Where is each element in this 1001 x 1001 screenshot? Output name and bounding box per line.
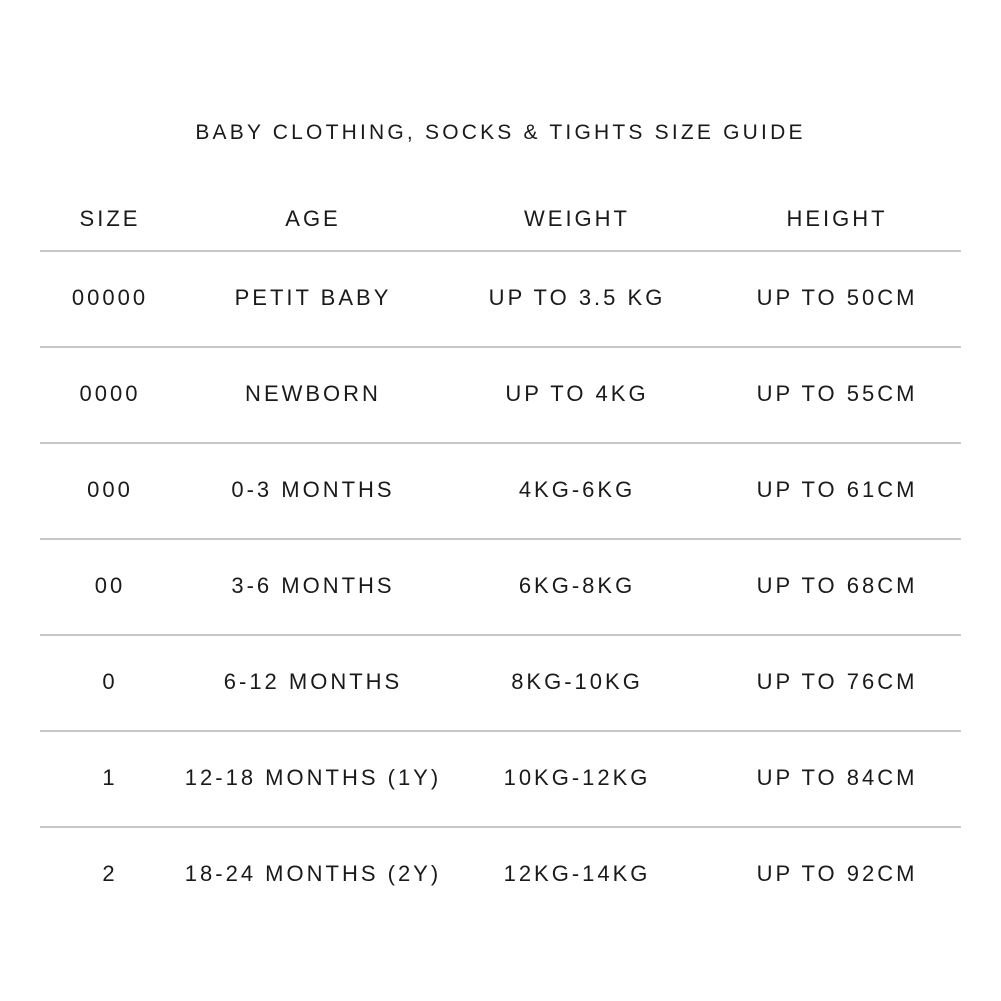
page-title: BABY CLOTHING, SOCKS & TIGHTS SIZE GUIDE [195,121,806,144]
table-cell: 00000 [71,285,149,310]
table-cell: 4KG-6KG [518,477,636,502]
table-cell: 12-18 MONTHS (1Y) [184,765,442,790]
table-row: 1 12-18 MONTHS (1Y) 10KG-12KG UP TO 84CM [40,758,961,798]
table-cell: 0000 [79,381,141,406]
table-cell: 12KG-14KG [503,861,651,886]
column-header: WEIGHT [524,206,630,231]
table-cell: UP TO 4KG [505,381,649,406]
table-row: 000 0-3 MONTHS 4KG-6KG UP TO 61CM [40,470,961,510]
table-cell: 10KG-12KG [503,765,651,790]
table-cell: 0-3 MONTHS [231,477,395,502]
row-divider [40,346,961,348]
table-cell: UP TO 92CM [756,861,918,886]
table-cell: 00 [94,573,126,598]
table-cell: 3-6 MONTHS [231,573,395,598]
column-header: SIZE [79,206,141,231]
table-cell: 0 [102,669,118,694]
table-cell: PETIT BABY [234,285,392,310]
table-cell: 6-12 MONTHS [223,669,403,694]
table-row: 2 18-24 MONTHS (2Y) 12KG-14KG UP TO 92CM [40,854,961,894]
table-cell: UP TO 61CM [756,477,918,502]
row-divider [40,730,961,732]
table-cell: 2 [102,861,118,886]
column-header: HEIGHT [786,206,888,231]
row-divider [40,442,961,444]
table-row: 0000 NEWBORN UP TO 4KG UP TO 55CM [40,374,961,414]
header-row: SIZE AGE WEIGHT HEIGHT [40,199,961,239]
table-cell: NEWBORN [245,381,381,406]
table-cell: UP TO 68CM [756,573,918,598]
table-row: 00 3-6 MONTHS 6KG-8KG UP TO 68CM [40,566,961,606]
table-cell: 8KG-10KG [511,669,643,694]
row-divider [40,250,961,252]
row-divider [40,538,961,540]
table-cell: UP TO 3.5 KG [488,285,666,310]
table-row: 00000 PETIT BABY UP TO 3.5 KG UP TO 50CM [40,278,961,318]
table-cell: 000 [87,477,133,502]
row-divider [40,634,961,636]
row-divider [40,826,961,828]
table-cell: 18-24 MONTHS (2Y) [184,861,442,886]
table-cell: 6KG-8KG [518,573,636,598]
table-row: 0 6-12 MONTHS 8KG-10KG UP TO 76CM [40,662,961,702]
table-cell: UP TO 55CM [756,381,918,406]
table-cell: UP TO 84CM [756,765,918,790]
table-cell: 1 [102,765,118,790]
column-header: AGE [285,206,341,231]
table-cell: UP TO 50CM [756,285,918,310]
table-cell: UP TO 76CM [756,669,918,694]
